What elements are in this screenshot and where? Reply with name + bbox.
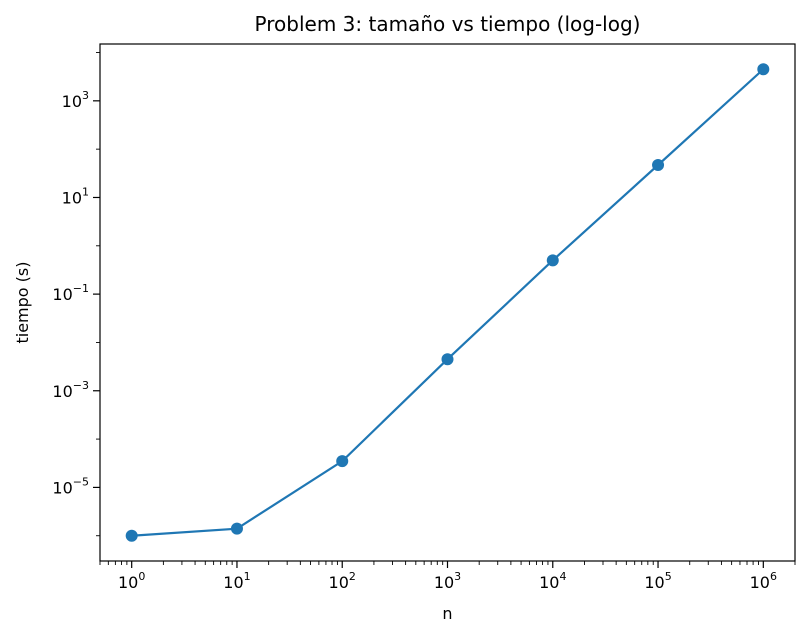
x-tick-base: 10 — [118, 573, 138, 592]
series-line — [131, 68, 765, 537]
x-tick-exponent: 5 — [665, 570, 672, 583]
x-tick-exponent: 0 — [138, 570, 145, 583]
x-tick-label: 105 — [644, 570, 671, 592]
x-tick-exponent: 1 — [244, 570, 251, 583]
x-tick-base: 10 — [223, 573, 243, 592]
x-tick-label: 103 — [434, 570, 461, 592]
y-tick-exponent: 3 — [82, 89, 89, 102]
y-tick-exponent: −3 — [73, 379, 89, 392]
x-tick-label: 106 — [750, 570, 777, 592]
x-tick-label: 102 — [329, 570, 356, 592]
y-tick-exponent: −5 — [73, 475, 89, 488]
minor-ticks — [96, 52, 796, 565]
y-tick-base: 10 — [52, 382, 72, 401]
x-tick-label: 100 — [118, 570, 145, 592]
x-tick-label: 101 — [223, 570, 250, 592]
y-tick-exponent: 1 — [82, 185, 89, 198]
data-point — [652, 158, 665, 171]
data-point — [230, 522, 243, 535]
data-point — [125, 529, 138, 542]
y-tick-label: 103 — [62, 89, 89, 111]
y-tick-base: 10 — [62, 92, 82, 111]
y-tick-base: 10 — [52, 285, 72, 304]
x-tick-label: 104 — [539, 570, 566, 592]
y-tick-label: 10−1 — [52, 282, 89, 304]
x-tick-exponent: 6 — [770, 570, 777, 583]
data-point — [336, 455, 349, 468]
y-tick-base: 10 — [62, 188, 82, 207]
x-axis-label: n — [442, 604, 452, 623]
y-tick-base: 10 — [52, 478, 72, 497]
chart-title: Problem 3: tamaño vs tiempo (log-log) — [255, 12, 641, 36]
x-tick-exponent: 3 — [454, 570, 461, 583]
data-point — [441, 353, 454, 366]
y-tick-label: 10−3 — [52, 379, 89, 401]
x-tick-base: 10 — [750, 573, 770, 592]
data-points — [125, 63, 770, 542]
data-point — [546, 254, 559, 267]
x-tick-exponent: 4 — [559, 570, 566, 583]
y-tick-exponent: −1 — [73, 282, 89, 295]
data-point — [757, 63, 770, 76]
x-tick-exponent: 2 — [349, 570, 356, 583]
x-tick-base: 10 — [539, 573, 559, 592]
x-tick-base: 10 — [644, 573, 664, 592]
major-ticks — [93, 100, 764, 568]
x-tick-base: 10 — [434, 573, 454, 592]
x-tick-base: 10 — [329, 573, 349, 592]
plot-frame — [99, 43, 796, 562]
y-axis-label: tiempo (s) — [13, 262, 32, 344]
y-tick-label: 101 — [62, 185, 89, 207]
y-tick-label: 10−5 — [52, 475, 89, 497]
